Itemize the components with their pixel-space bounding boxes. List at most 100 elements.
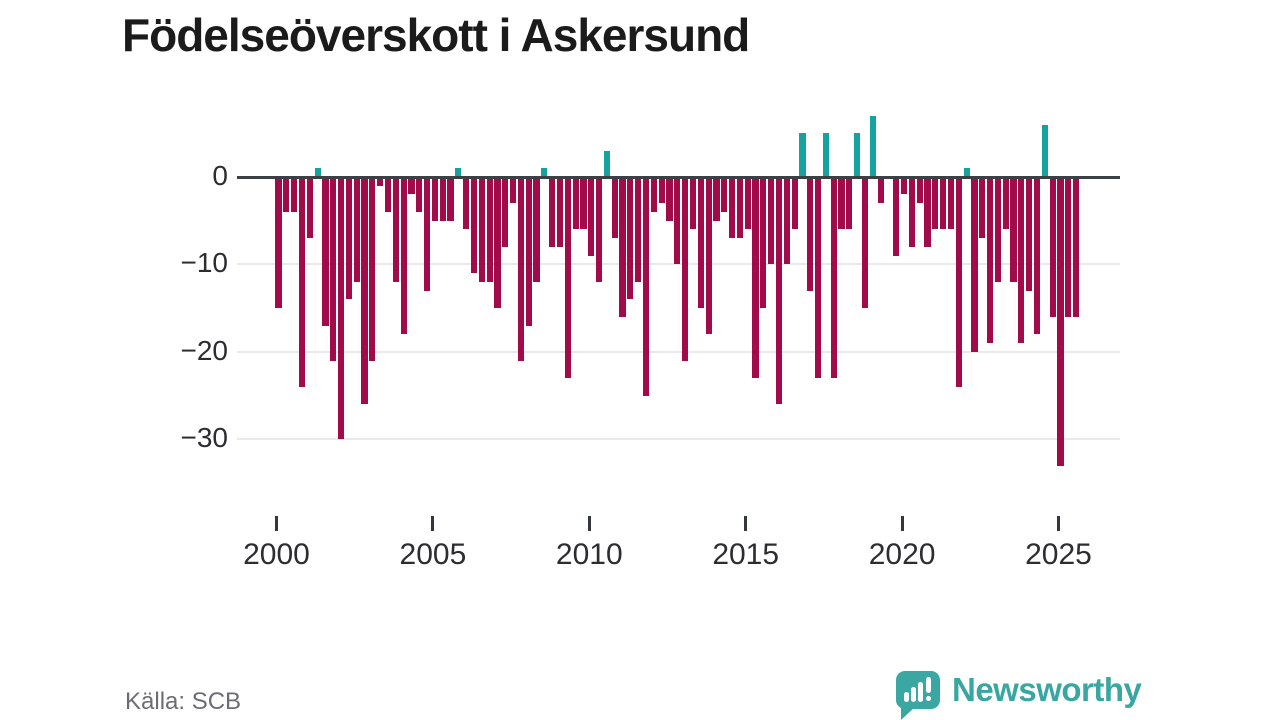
negative-bar [932, 177, 939, 230]
x-axis-tick [744, 516, 748, 531]
negative-bar [478, 177, 485, 282]
negative-bar [893, 177, 900, 256]
y-axis-tick-label: −20 [180, 334, 229, 366]
negative-bar [556, 177, 564, 247]
newsworthy-logo-icon [896, 671, 940, 720]
negative-bar [502, 177, 509, 247]
negative-bar [760, 177, 767, 309]
negative-bar [369, 177, 376, 361]
negative-bar [447, 177, 454, 221]
negative-bar [947, 177, 955, 230]
negative-bar [838, 177, 845, 230]
negative-bar [596, 177, 603, 282]
logo-bar-icon [911, 687, 916, 702]
negative-bar [1010, 177, 1017, 282]
negative-bar [924, 177, 931, 247]
negative-bar [955, 177, 962, 387]
negative-bar [525, 177, 532, 326]
negative-bar [940, 177, 947, 230]
negative-bar [377, 177, 384, 186]
negative-bar [791, 177, 798, 230]
x-axis-tick [431, 516, 435, 531]
brand-name: Newsworthy [952, 671, 1142, 708]
negative-bar [283, 177, 290, 212]
positive-bar [854, 133, 861, 177]
negative-bar [658, 177, 665, 204]
gridline [237, 438, 1120, 441]
negative-bar [439, 177, 446, 221]
negative-bar [353, 177, 360, 282]
negative-bar [713, 177, 720, 221]
negative-bar [291, 177, 298, 212]
negative-bar [572, 177, 579, 230]
negative-bar [1057, 177, 1064, 466]
negative-bar [1018, 177, 1025, 344]
negative-bar [510, 177, 517, 204]
x-axis-tick [587, 516, 591, 531]
source-label: Källa: SCB [125, 688, 242, 715]
negative-bar [330, 177, 337, 361]
logo-bar-icon [904, 692, 909, 702]
negative-bar [533, 177, 540, 282]
negative-bar [611, 177, 618, 239]
gridline [237, 350, 1120, 353]
negative-bar [807, 177, 814, 291]
negative-bar [361, 177, 368, 405]
negative-bar [345, 177, 352, 300]
negative-bar [494, 177, 501, 309]
negative-bar [564, 177, 571, 379]
zero-axis-line [237, 175, 1120, 179]
negative-bar [549, 177, 556, 247]
negative-bar [1049, 177, 1056, 317]
x-axis-tick [275, 516, 278, 531]
negative-bar [783, 177, 790, 265]
negative-bar [635, 177, 642, 282]
y-axis-tick-label: −10 [180, 247, 229, 279]
negative-bar [971, 177, 978, 352]
negative-bar [728, 177, 736, 239]
negative-bar [830, 177, 837, 379]
negative-bar [486, 177, 493, 282]
negative-bar [987, 177, 994, 344]
negative-bar [846, 177, 853, 230]
positive-bar [314, 168, 321, 177]
positive-bar [1041, 124, 1048, 177]
x-axis-tick-label: 2025 [1025, 538, 1092, 571]
positive-bar [869, 115, 876, 177]
negative-bar [1065, 177, 1072, 317]
negative-bar [1073, 177, 1080, 317]
negative-bar [627, 177, 634, 300]
positive-bar [541, 168, 548, 177]
negative-bar [901, 177, 908, 195]
negative-bar [588, 177, 595, 256]
x-axis-tick-label: 2020 [868, 538, 936, 571]
negative-bar [517, 177, 524, 361]
negative-bar [619, 177, 626, 317]
logo-exclamation-icon [926, 677, 931, 693]
x-axis-tick-label: 2005 [399, 538, 467, 571]
negative-bar [721, 177, 728, 212]
negative-bar [384, 177, 392, 212]
positive-bar [963, 168, 970, 177]
negative-bar [580, 177, 587, 230]
negative-bar [752, 177, 759, 379]
negative-bar [392, 177, 399, 282]
positive-bar [603, 150, 611, 177]
negative-bar [431, 177, 438, 221]
y-axis-tick-label: −30 [180, 422, 229, 454]
negative-bar [275, 177, 282, 309]
brand-logo: Newsworthy [896, 664, 1142, 720]
negative-bar [979, 177, 986, 239]
y-axis-tick-label: 0 [212, 160, 228, 191]
speech-bubble-tail [901, 707, 915, 720]
x-axis-tick-label: 2010 [555, 538, 623, 571]
positive-bar [822, 133, 829, 177]
negative-bar [768, 177, 775, 265]
negative-bar [697, 177, 704, 309]
positive-bar [799, 133, 806, 177]
negative-bar [689, 177, 697, 230]
negative-bar [463, 177, 470, 230]
negative-bar [877, 177, 884, 204]
negative-bar [775, 177, 783, 405]
